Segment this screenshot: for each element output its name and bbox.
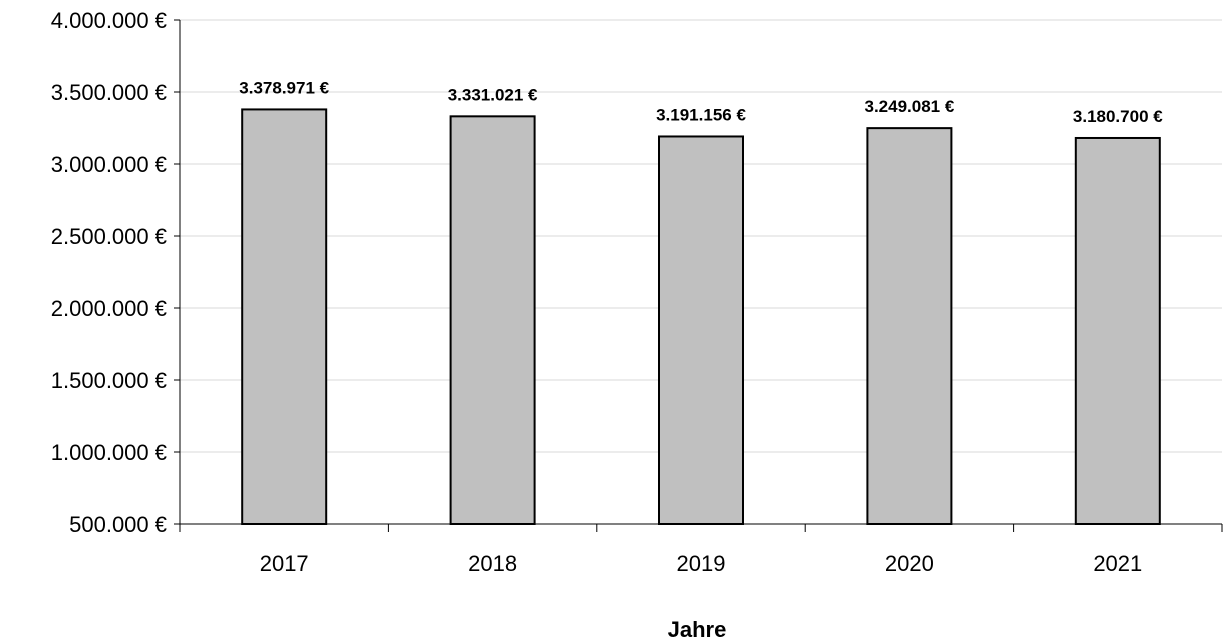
data-label-2018: 3.331.021 € [448, 85, 538, 104]
bar-2021 [1074, 136, 1161, 526]
y-tick-label: 2.500.000 € [51, 224, 167, 249]
axes [174, 19, 1223, 532]
x-tick-label: 2018 [468, 551, 517, 576]
data-label-2020: 3.249.081 € [864, 97, 954, 116]
data-label-2017: 3.378.971 € [239, 78, 329, 97]
x-tick-label: 2017 [260, 551, 309, 576]
x-tick-label: 2021 [1093, 551, 1142, 576]
y-tick-label: 3.500.000 € [51, 80, 167, 105]
bars [241, 108, 1161, 526]
bar-2017 [241, 108, 328, 526]
bar-2018 [449, 115, 536, 525]
x-axis-title: Jahre [668, 617, 727, 642]
data-label-2021: 3.180.700 € [1073, 107, 1163, 126]
y-tick-label: 500.000 € [69, 512, 167, 537]
bar-2020 [866, 127, 953, 526]
y-tick-label: 1.500.000 € [51, 368, 167, 393]
y-tick-label: 3.000.000 € [51, 152, 167, 177]
y-tick-label: 2.000.000 € [51, 296, 167, 321]
x-tick-label: 2020 [885, 551, 934, 576]
y-tick-label: 1.000.000 € [51, 440, 167, 465]
data-label-2019: 3.191.156 € [656, 105, 746, 124]
bar-2019 [658, 135, 744, 525]
labels: 500.000 € 1.000.000 € 1.500.000 € 2.000.000… [51, 8, 1163, 576]
y-tick-label: 4.000.000 € [51, 8, 167, 33]
x-tick-label: 2019 [677, 551, 726, 576]
